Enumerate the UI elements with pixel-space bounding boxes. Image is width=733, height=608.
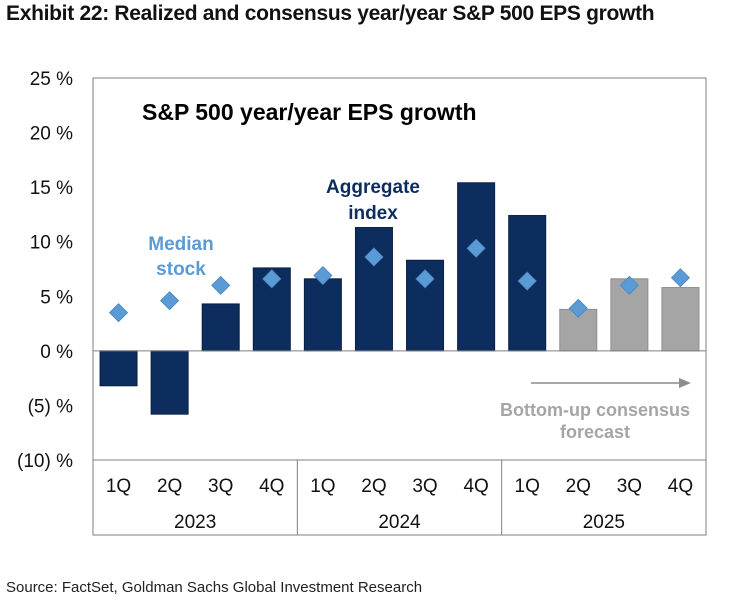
realized-bar bbox=[201, 303, 240, 352]
year-group-label: 2024 bbox=[378, 512, 421, 533]
realized-bar bbox=[354, 227, 393, 352]
median-marker bbox=[670, 268, 691, 288]
y-tick-label: (5) % bbox=[28, 396, 74, 417]
forecast-arrow-head bbox=[679, 378, 691, 388]
x-tick-label: 2Q bbox=[361, 476, 386, 497]
median-marker bbox=[262, 269, 282, 289]
aggregate-annotation-line2: index bbox=[348, 203, 398, 224]
x-tick-label: 4Q bbox=[259, 476, 284, 497]
y-tick-label: 10 % bbox=[30, 233, 73, 254]
year-group-label: 2023 bbox=[174, 512, 216, 533]
realized-bar bbox=[99, 350, 138, 387]
y-tick-label: 15 % bbox=[30, 178, 73, 199]
median-marker bbox=[466, 238, 486, 258]
x-tick-label: 4Q bbox=[668, 476, 693, 497]
x-tick-label: 2Q bbox=[566, 476, 591, 497]
y-tick-label: (10) % bbox=[17, 451, 73, 472]
x-tick-label: 3Q bbox=[208, 476, 233, 497]
median-annotation-line1: Median bbox=[148, 234, 213, 255]
chart-title: S&P 500 year/year EPS growth bbox=[142, 99, 477, 125]
realized-bar bbox=[150, 350, 189, 415]
forecast-label-line2: forecast bbox=[560, 422, 630, 442]
median-marker bbox=[517, 271, 537, 291]
median-marker bbox=[211, 275, 231, 295]
x-tick-label: 4Q bbox=[463, 476, 488, 497]
median-annotation-line2: stock bbox=[156, 259, 206, 280]
median-marker bbox=[160, 291, 180, 311]
x-tick-label: 2Q bbox=[157, 476, 182, 497]
y-tick-label: 0 % bbox=[40, 342, 73, 363]
y-tick-label: 5 % bbox=[40, 287, 73, 308]
median-marker bbox=[313, 265, 333, 286]
x-tick-label: 1Q bbox=[310, 476, 335, 497]
x-tick-label: 1Q bbox=[106, 476, 131, 497]
source-note: Source: FactSet, Goldman Sachs Global In… bbox=[6, 579, 423, 596]
aggregate-annotation-line1: Aggregate bbox=[326, 177, 420, 198]
x-tick-label: 3Q bbox=[412, 476, 437, 497]
realized-bar bbox=[303, 278, 342, 352]
forecast-label-line1: Bottom-up consensus bbox=[500, 400, 690, 420]
median-marker bbox=[568, 298, 588, 318]
y-tick-label: 25 % bbox=[30, 69, 73, 90]
realized-bar bbox=[457, 182, 496, 352]
median-marker bbox=[108, 303, 129, 323]
forecast-bar bbox=[661, 287, 700, 352]
x-tick-label: 3Q bbox=[617, 476, 642, 497]
year-group-label: 2025 bbox=[583, 512, 625, 533]
x-tick-label: 1Q bbox=[515, 476, 540, 497]
eps-growth-chart: (10) % (5) % 0 % 5 % 10 % 15 % 20 % 25 % 1Q 2Q 3Q 4… bbox=[17, 69, 707, 536]
chart-frame bbox=[92, 77, 707, 536]
median-marker bbox=[364, 247, 384, 267]
median-marker bbox=[415, 269, 435, 289]
median-marker bbox=[619, 275, 639, 295]
y-tick-label: 20 % bbox=[30, 124, 73, 145]
exhibit-title: Exhibit 22: Realized and consensus year/… bbox=[6, 2, 655, 25]
